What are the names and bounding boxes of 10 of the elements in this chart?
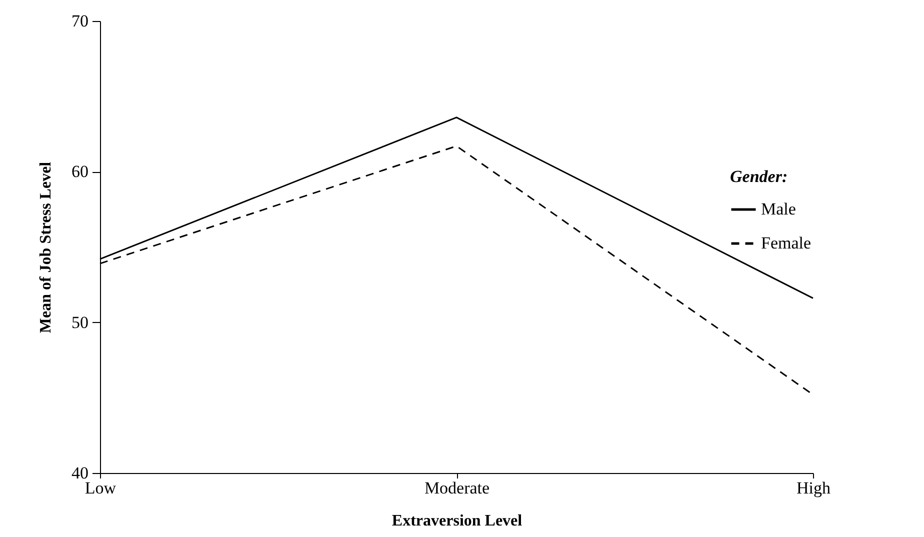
y-tick-label: 60 bbox=[72, 162, 88, 182]
y-tick-label: 70 bbox=[72, 12, 88, 30]
legend-label: Female bbox=[761, 234, 812, 252]
x-tick-label: Moderate bbox=[424, 478, 490, 498]
legend-title: Gender: bbox=[730, 167, 788, 186]
x-tick-label: High bbox=[796, 478, 831, 498]
y-tick-label: 50 bbox=[72, 312, 88, 332]
y-axis-title: Mean of Job Stress Level bbox=[38, 161, 54, 334]
legend-label: Male bbox=[761, 200, 796, 218]
x-axis-title: Extraversion Level bbox=[392, 512, 523, 530]
